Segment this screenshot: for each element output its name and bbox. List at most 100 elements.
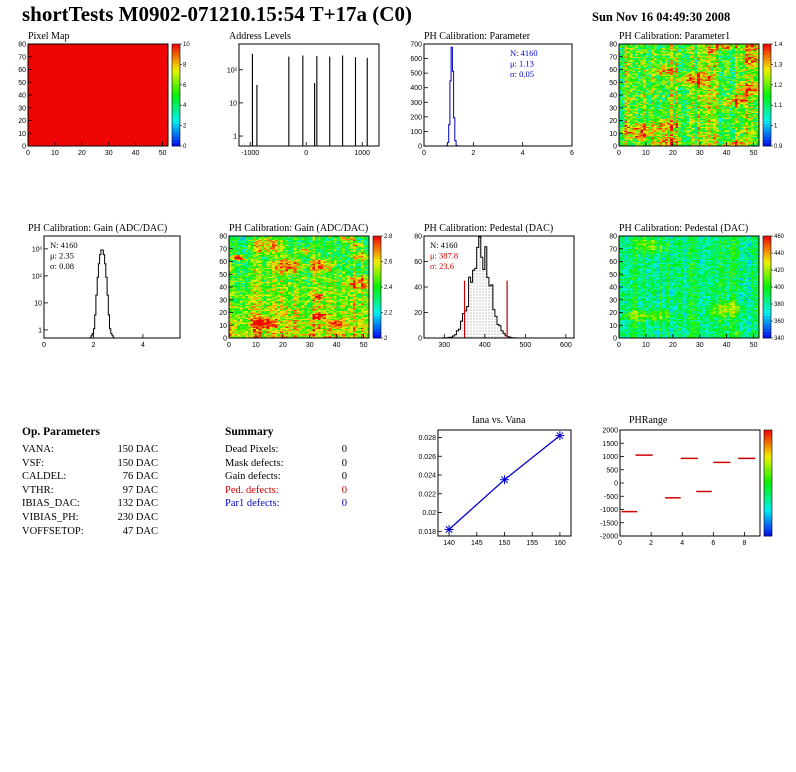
svg-text:20: 20: [609, 118, 617, 125]
svg-text:30: 30: [219, 297, 227, 304]
param-label: IBIAS_DAC:: [22, 498, 80, 510]
panel-address-levels: Address Levels -1000 0 1000 1 10 10²: [203, 30, 393, 164]
param-value: 47 DAC: [122, 525, 158, 537]
svg-text:10: 10: [252, 342, 260, 349]
svg-text:40: 40: [609, 285, 617, 292]
address-levels-plot: -1000 0 1000 1 10 10²: [203, 30, 393, 164]
svg-text:N: 4160: N: 4160: [430, 240, 458, 250]
svg-text:4: 4: [680, 540, 684, 547]
svg-text:40: 40: [723, 150, 731, 157]
svg-text:70: 70: [609, 246, 617, 253]
param-value: 132 DAC: [117, 498, 158, 510]
svg-text:0.026: 0.026: [418, 454, 436, 461]
param-label: VTHR:: [22, 484, 54, 496]
svg-text:σ: 0.05: σ: 0.05: [510, 69, 534, 79]
svg-text:1: 1: [233, 134, 237, 141]
op-parameter-row: VOFFSETOP: 47 DAC: [22, 525, 158, 539]
svg-text:340: 340: [774, 336, 785, 342]
svg-text:4: 4: [141, 342, 145, 349]
svg-text:0: 0: [613, 336, 617, 343]
svg-text:0.9: 0.9: [774, 144, 783, 150]
heatmap-canvas: [28, 44, 168, 146]
svg-text:145: 145: [471, 540, 483, 547]
svg-text:50: 50: [360, 342, 368, 349]
chart-title: PH Calibration: Gain (ADC/DAC): [28, 223, 168, 234]
svg-text:80: 80: [219, 234, 227, 241]
chart-title: Iana vs. Vana: [472, 415, 526, 426]
svg-text:60: 60: [609, 67, 617, 74]
chart-title: PH Calibration: Gain (ADC/DAC): [229, 223, 369, 234]
op-parameter-row: VANA: 150 DAC: [22, 443, 158, 457]
svg-text:80: 80: [609, 234, 617, 241]
svg-text:1: 1: [774, 124, 778, 130]
svg-text:1.3: 1.3: [774, 62, 783, 68]
chart-svg: 0 2 4 6 8 2000 1500 1000 500 0 -500 -1000 -1500 -2000: [600, 428, 773, 547]
svg-text:0: 0: [613, 144, 617, 151]
summary-row: Gain defects: 0: [225, 470, 347, 484]
svg-text:0: 0: [304, 150, 308, 157]
summary-value: 0: [341, 471, 347, 483]
chart-title: Address Levels: [229, 31, 291, 42]
svg-text:σ: 0.08: σ: 0.08: [50, 261, 74, 271]
svg-text:150: 150: [499, 540, 511, 547]
svg-text:0: 0: [183, 144, 187, 150]
summary-row: Mask defects: 0: [225, 457, 347, 471]
svg-text:50: 50: [18, 80, 26, 87]
chart-title: PHRange: [629, 415, 668, 426]
svg-text:N: 4160: N: 4160: [510, 48, 538, 58]
svg-text:30: 30: [105, 150, 113, 157]
summary-value: 0: [341, 444, 347, 455]
pedestal-map-plot: 0 10 20 30 40 50 0 10 20 30 40 50 60 70 80 340 360 380 400…: [593, 222, 785, 356]
chart-svg: 0 10 20 30 40 50 0 10 20 30 40 50 60 70 80 0.9 1 1.1 1.2 1.…: [609, 42, 783, 158]
svg-text:60: 60: [414, 259, 422, 266]
svg-text:2: 2: [471, 150, 475, 157]
pixel-map-plot: 0 10 20 30 40 50 0 10 20 30 40 50 60 70 80 0 2 4 6 8 10: [8, 30, 198, 164]
svg-text:1: 1: [38, 327, 42, 334]
svg-text:40: 40: [18, 93, 26, 100]
svg-text:700: 700: [410, 42, 422, 49]
svg-text:80: 80: [18, 42, 26, 49]
svg-text:0: 0: [617, 342, 621, 349]
svg-text:10: 10: [609, 323, 617, 330]
svg-text:60: 60: [18, 67, 26, 74]
op-parameter-row: VTHR: 97 DAC: [22, 484, 158, 498]
summary-label: Ped. defects:: [225, 484, 279, 496]
svg-text:100: 100: [410, 129, 422, 136]
svg-text:1000: 1000: [354, 150, 370, 157]
svg-text:400: 400: [774, 285, 785, 291]
svg-text:0.02: 0.02: [422, 510, 436, 517]
svg-text:20: 20: [669, 342, 677, 349]
svg-text:10³: 10³: [32, 246, 43, 253]
svg-text:50: 50: [609, 80, 617, 87]
timestamp: Sun Nov 16 04:49:30 2008: [592, 10, 731, 24]
svg-text:0: 0: [227, 342, 231, 349]
svg-text:0: 0: [22, 144, 26, 151]
svg-text:N: 4160: N: 4160: [50, 240, 78, 250]
svg-text:80: 80: [609, 42, 617, 49]
page-title: shortTests M0902-071210.15:54 T+17a (C0): [22, 2, 412, 26]
svg-text:360: 360: [774, 319, 785, 325]
svg-text:1.1: 1.1: [774, 103, 783, 109]
svg-text:2: 2: [183, 124, 187, 130]
svg-text:2: 2: [92, 342, 96, 349]
svg-text:50: 50: [219, 272, 227, 279]
svg-text:400: 400: [410, 85, 422, 92]
svg-text:6: 6: [570, 150, 574, 157]
summary-row: Ped. defects: 0: [225, 484, 347, 498]
svg-text:-1000: -1000: [241, 150, 259, 157]
svg-text:10²: 10²: [32, 273, 43, 280]
svg-text:20: 20: [219, 310, 227, 317]
panel-iana-vs-vana: Iana vs. Vana 140 145 150 155 160 0.018 0.02 0.…: [398, 414, 593, 556]
svg-text:20: 20: [279, 342, 287, 349]
svg-text:2.4: 2.4: [384, 285, 393, 291]
svg-text:40: 40: [132, 150, 140, 157]
heatmap-canvas: [229, 236, 369, 338]
op-parameters-title: Op. Parameters: [22, 426, 100, 438]
summary-value: 0: [341, 457, 347, 469]
svg-text:μ: 387.8: μ: 387.8: [430, 251, 458, 261]
svg-text:2.2: 2.2: [384, 311, 393, 317]
svg-text:600: 600: [410, 56, 422, 63]
svg-text:6: 6: [711, 540, 715, 547]
